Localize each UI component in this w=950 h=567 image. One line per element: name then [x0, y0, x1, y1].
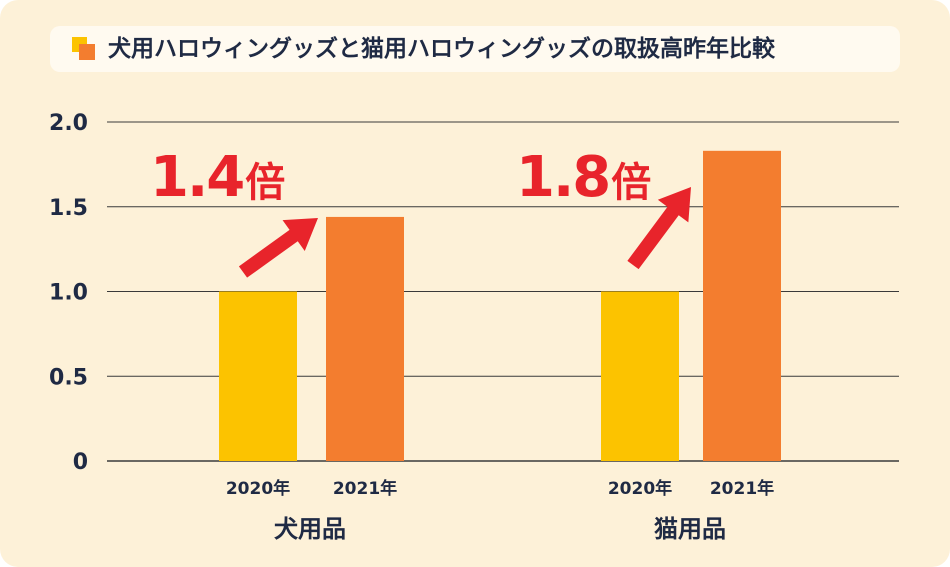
chart-title-bar: 犬用ハロウィングッズと猫用ハロウィングッズの取扱高昨年比較 — [50, 26, 900, 72]
legend-square-2021 — [79, 44, 95, 60]
growth-arrow-icon — [238, 218, 318, 278]
x-tick-label: 2020年 — [608, 478, 672, 499]
x-tick-label: 2020年 — [226, 478, 290, 499]
y-tick-label: 1.5 — [49, 196, 88, 221]
x-tick-label: 2021年 — [333, 478, 397, 499]
bar-dog-2021 — [326, 216, 404, 461]
growth-multiplier-label: 1.4倍 — [150, 145, 285, 210]
growth-multiplier-label: 1.8倍 — [516, 145, 651, 210]
y-tick-label: 2.0 — [49, 111, 88, 136]
chart-title: 犬用ハロウィングッズと猫用ハロウィングッズの取扱高昨年比較 — [108, 36, 775, 62]
category-label: 猫用品 — [654, 515, 726, 543]
legend-squares-icon — [72, 37, 98, 63]
bar-cat-2020 — [601, 291, 679, 461]
y-tick-label: 0.5 — [49, 365, 88, 390]
bar-dog-2020 — [219, 291, 297, 461]
bar-cat-2021 — [703, 150, 781, 461]
y-tick-label: 0 — [73, 450, 88, 475]
growth-arrow-icon — [627, 187, 691, 270]
y-tick-label: 1.0 — [49, 281, 88, 306]
x-tick-label: 2021年 — [710, 478, 774, 499]
category-label: 犬用品 — [274, 515, 346, 543]
